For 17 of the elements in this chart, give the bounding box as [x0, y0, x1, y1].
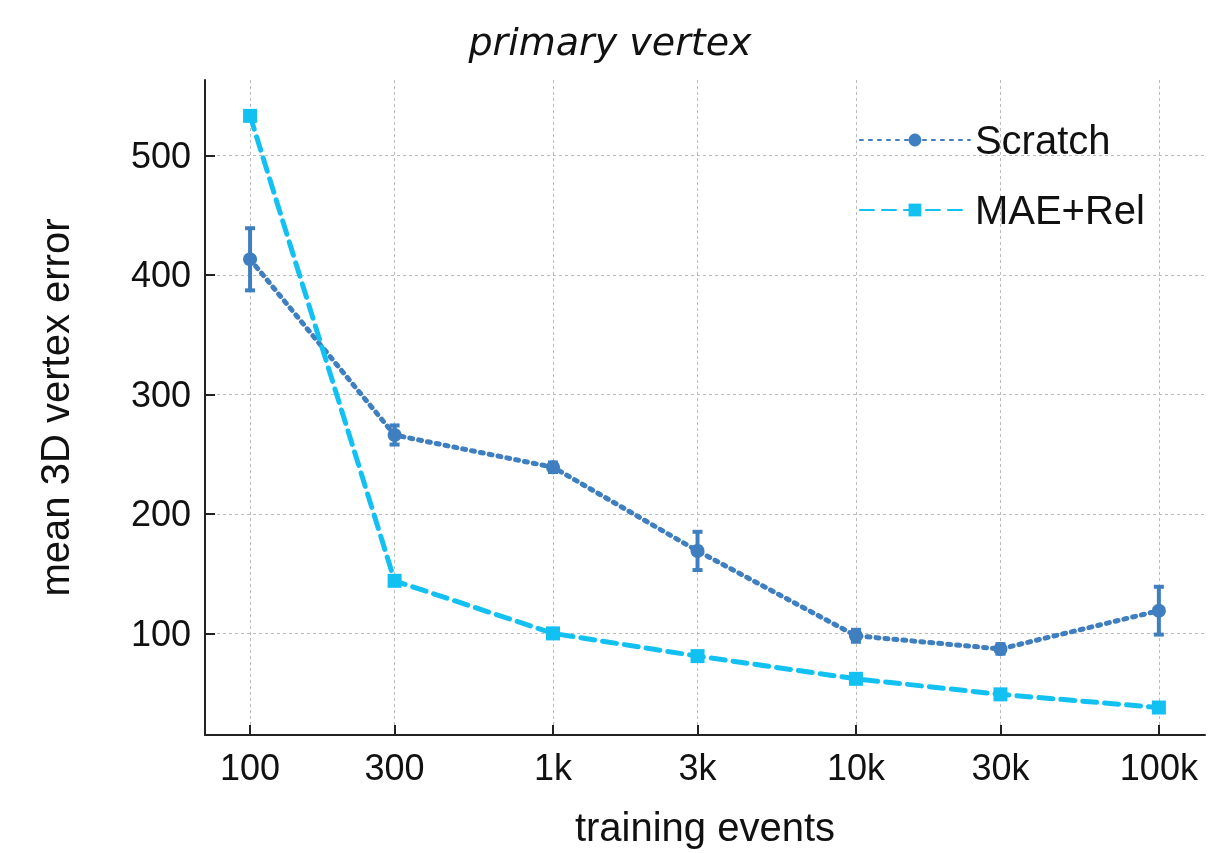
x-tick-label: 1k [533, 746, 573, 788]
x-axis-title: training events [574, 805, 836, 849]
x-tick-label: 3k [678, 746, 718, 788]
x-tick-label: 10k [826, 746, 886, 788]
y-tick-label: 100 [130, 612, 191, 654]
legend-label: Scratch [974, 118, 1111, 162]
y-tick-label: 300 [130, 373, 191, 415]
x-tick-label: 300 [364, 746, 425, 788]
y-axis-title: mean 3D vertex error [33, 218, 77, 597]
chart-title: primary vertex [467, 20, 753, 64]
x-tick-label: 100 [220, 746, 281, 788]
x-tick-label: 100k [1119, 746, 1199, 788]
y-tick-label: 200 [130, 493, 191, 535]
y-tick-label: 400 [130, 254, 191, 296]
y-tick-label: 500 [130, 134, 191, 176]
legend-label: MAE+Rel [974, 188, 1145, 232]
x-tick-label: 30k [971, 746, 1031, 788]
